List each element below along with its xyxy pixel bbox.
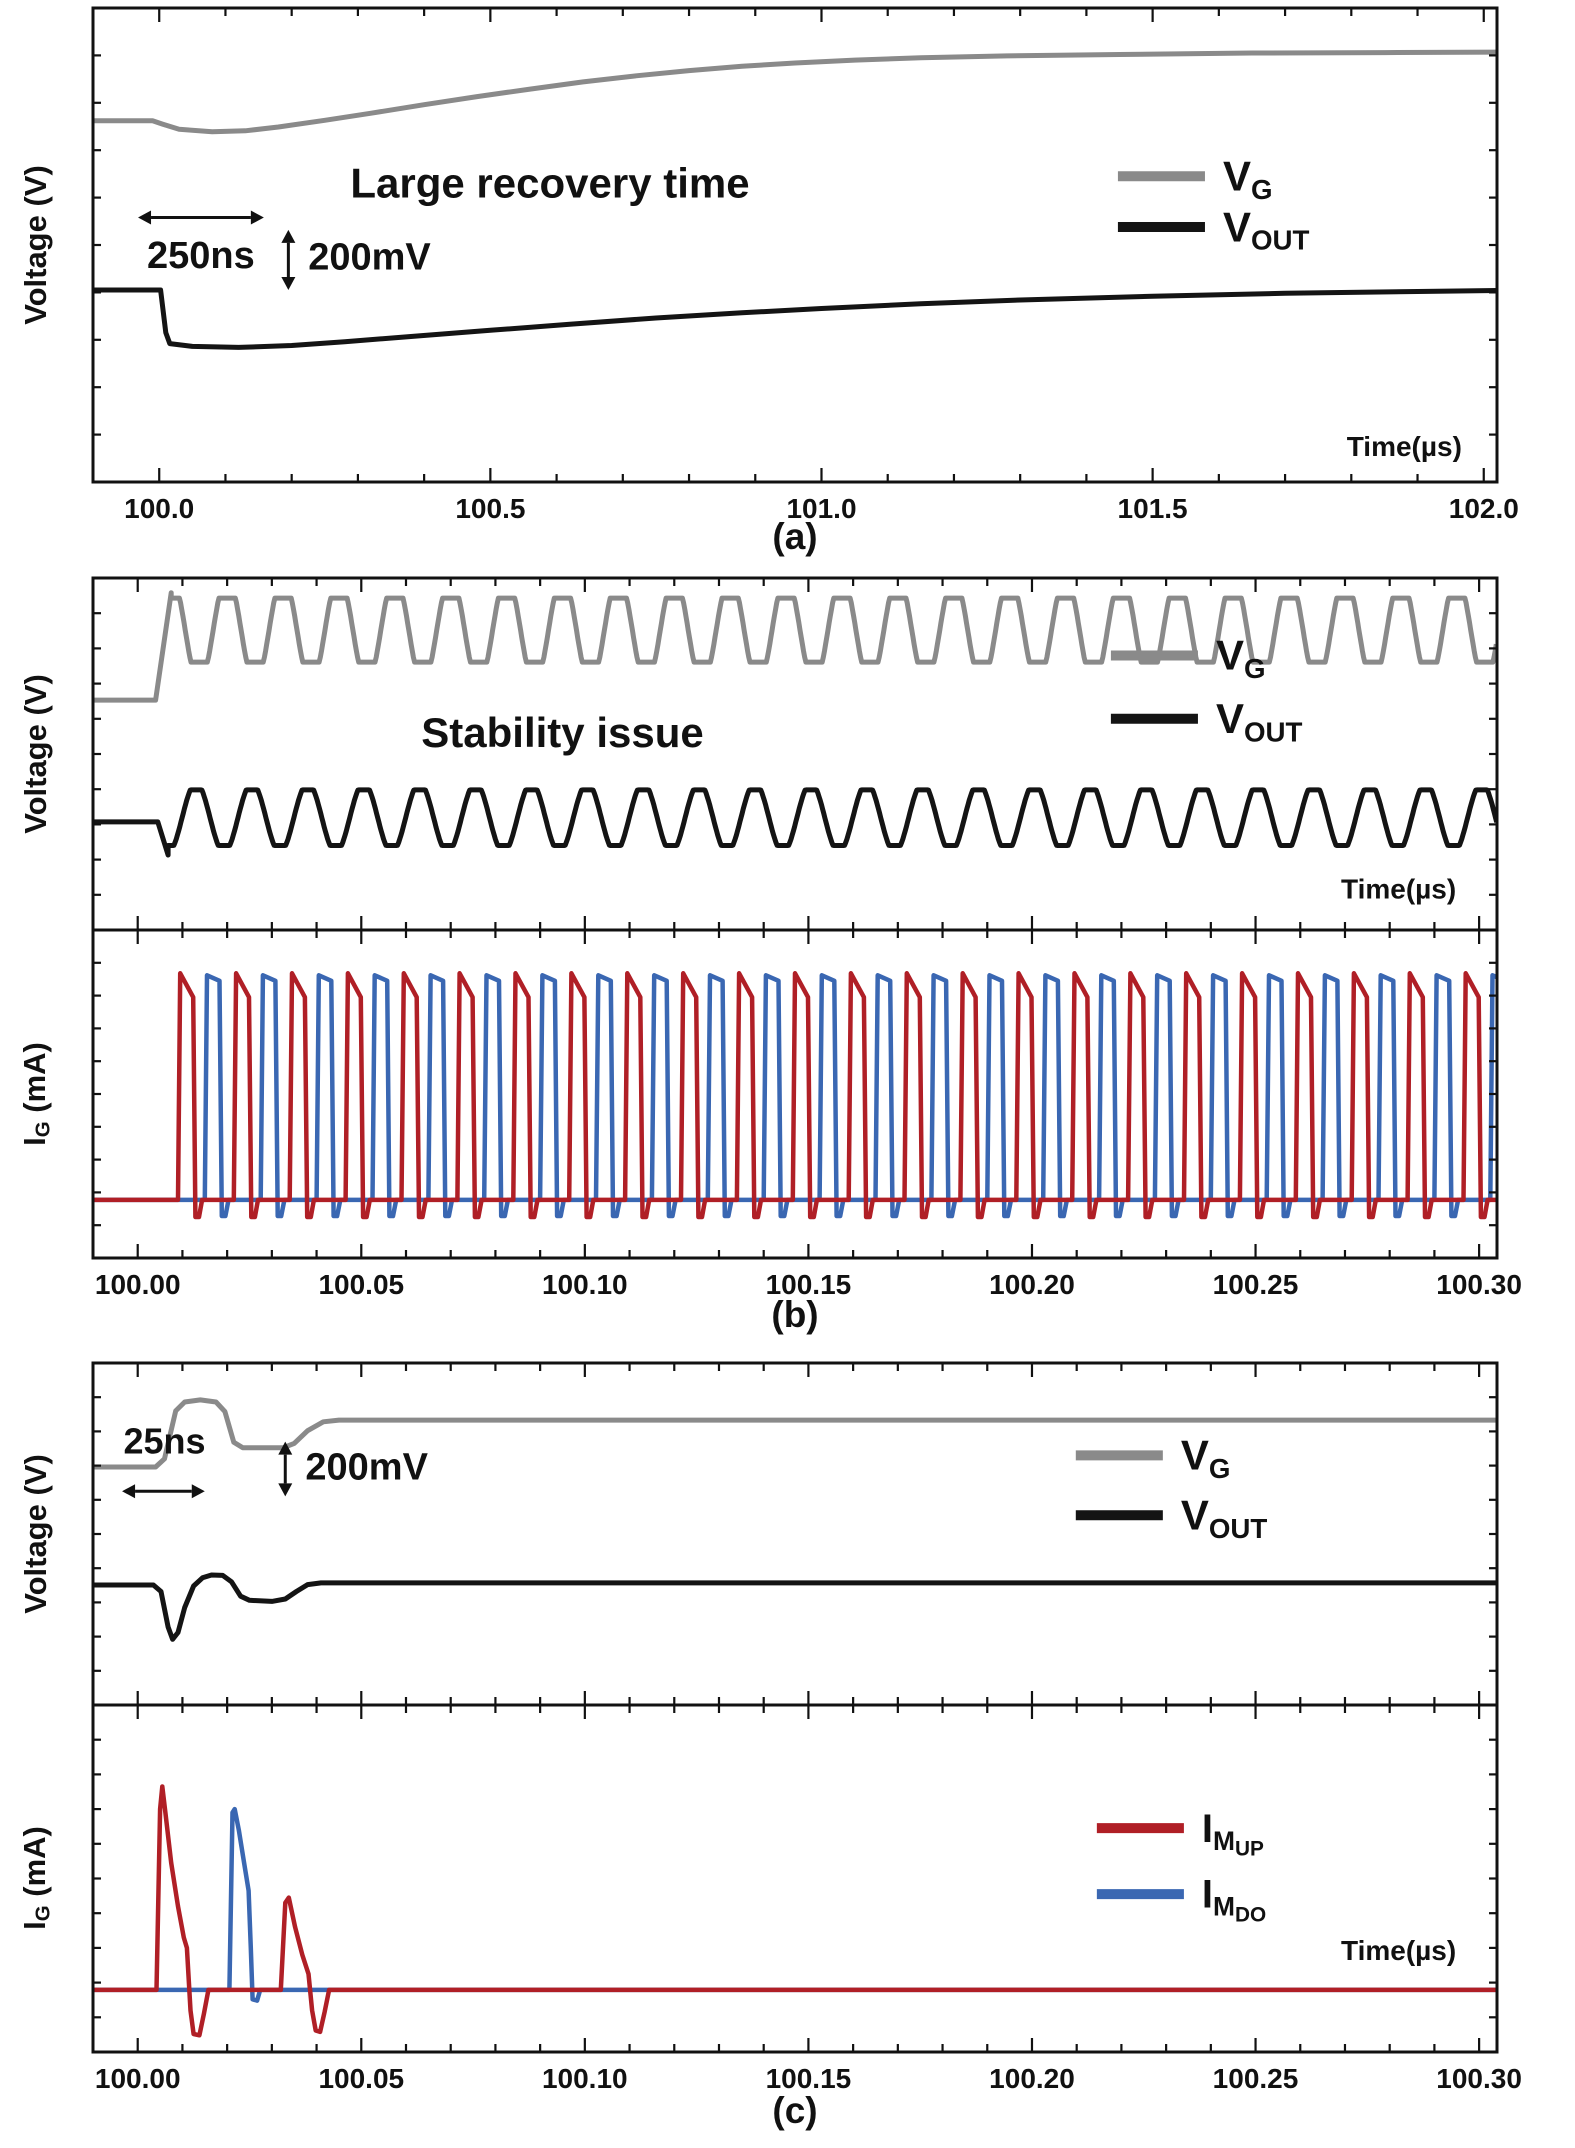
y-axis-label-voltage-b: Voltage (V): [18, 674, 53, 834]
x-tick-label: 100.15: [766, 1269, 852, 1300]
x-tick-label: 101.5: [1118, 493, 1188, 524]
annotation-text: 250ns: [147, 235, 255, 277]
arrow-head: [250, 210, 264, 225]
arrow-head: [281, 277, 296, 291]
annotation-text: Time(µs): [1347, 431, 1462, 462]
series-imdo-line: [93, 1806, 1497, 2003]
plot-frame: [91, 6, 1499, 484]
legend: VG VOUT: [1110, 632, 1303, 747]
caption-b: (b): [771, 1294, 819, 1335]
x-tick-label: 100.30: [1436, 2063, 1522, 2094]
series-group: [93, 1397, 1497, 1642]
x-tick-label: 100.30: [1436, 1269, 1522, 1300]
plot-bi: 100.00 100.05 100.10 100.15 100.20 100.25 100.…: [91, 928, 1522, 1300]
legend-label: VG: [1223, 153, 1273, 205]
x-tick-label: 100.20: [989, 1269, 1075, 1300]
plot-a: 100.0 100.5 101.0 101.5 102.0 Large recovery …: [91, 6, 1519, 524]
annotation-text: Time(µs): [1341, 1935, 1456, 1966]
plot-frame: [91, 1703, 1499, 2054]
arrow-head: [122, 1484, 136, 1499]
x-tick-label: 100.00: [95, 1269, 181, 1300]
arrow-head: [281, 229, 296, 243]
y-axis-label-ig-c: IG (mA): [16, 1826, 55, 1930]
x-tick-label: 100.15: [766, 2063, 852, 2094]
plot-bv: Stability issue Time(µs) VG VOUT: [91, 576, 1499, 932]
legend-label: VOUT: [1216, 695, 1303, 747]
legend-label: VG: [1181, 1432, 1231, 1484]
series-vout-line: [93, 287, 1497, 350]
x-tick-label: 100.05: [318, 1269, 404, 1300]
x-tick-label: 101.0: [786, 493, 856, 524]
x-tick-label: 100.05: [318, 2063, 404, 2094]
legend: VG VOUT: [1075, 1432, 1268, 1544]
annotation-text: Time(µs): [1341, 873, 1456, 904]
annotation-text: Stability issue: [421, 709, 703, 756]
legend-label: VOUT: [1223, 203, 1310, 255]
x-tick-label: 100.20: [989, 2063, 1075, 2094]
arrow-head: [191, 1484, 205, 1499]
arrow-head: [138, 210, 152, 225]
series-group: [93, 49, 1497, 350]
series-vg-line: [93, 590, 1497, 703]
plot-frame: [91, 928, 1499, 1260]
legend-label: VOUT: [1181, 1491, 1268, 1543]
x-tick-label: 100.10: [542, 1269, 628, 1300]
axis-ticks: [93, 1363, 1497, 1705]
y-axis-label-voltage-a: Voltage (V): [18, 165, 53, 325]
axis-ticks: [93, 578, 1497, 930]
x-tick-label: 100.0: [124, 493, 194, 524]
series-group: [93, 590, 1497, 858]
annotation-text: 200mV: [308, 237, 431, 279]
series-vout-line: [93, 1572, 1497, 1642]
series-group: [93, 971, 1497, 1220]
plot-ci: 100.00 100.05 100.10 100.15 100.20 100.25 100.…: [91, 1703, 1522, 2094]
x-tick-label: 100.25: [1213, 1269, 1299, 1300]
plot-cv: 25ns 200mV VG VOUT: [91, 1361, 1499, 1707]
caption-a: (a): [772, 516, 818, 557]
axis-ticks: [93, 1705, 1497, 2052]
annotation-text: Large recovery time: [350, 160, 749, 207]
x-tick-label: 102.0: [1449, 493, 1519, 524]
plot-frame: [91, 1361, 1499, 1707]
arrow-head: [278, 1483, 293, 1497]
series-vg-line: [93, 1397, 1497, 1470]
legend-label: IMUP: [1202, 1807, 1264, 1861]
series-imup-line: [93, 1784, 1497, 2038]
legend-label: VG: [1216, 632, 1266, 684]
series-imup-line: [93, 971, 1497, 1220]
caption-c: (c): [772, 2090, 818, 2131]
x-tick-label: 100.00: [95, 2063, 181, 2094]
y-axis-label-ig-b: IG (mA): [16, 1042, 55, 1146]
arrow-head: [278, 1441, 293, 1455]
annotation-text: 25ns: [123, 1421, 205, 1462]
x-tick-label: 100.25: [1213, 2063, 1299, 2094]
series-vout-line: [93, 787, 1497, 858]
plot-frame: [91, 576, 1499, 932]
annotation-text: 200mV: [305, 1446, 428, 1488]
series-group: [93, 1784, 1497, 2038]
y-axis-label-voltage-c: Voltage (V): [18, 1454, 53, 1614]
x-tick-label: 100.5: [455, 493, 525, 524]
series-vg-line: [93, 49, 1497, 135]
legend: IMUP IMDO: [1096, 1807, 1266, 1927]
x-tick-label: 100.10: [542, 2063, 628, 2094]
legend-label: IMDO: [1202, 1873, 1266, 1927]
